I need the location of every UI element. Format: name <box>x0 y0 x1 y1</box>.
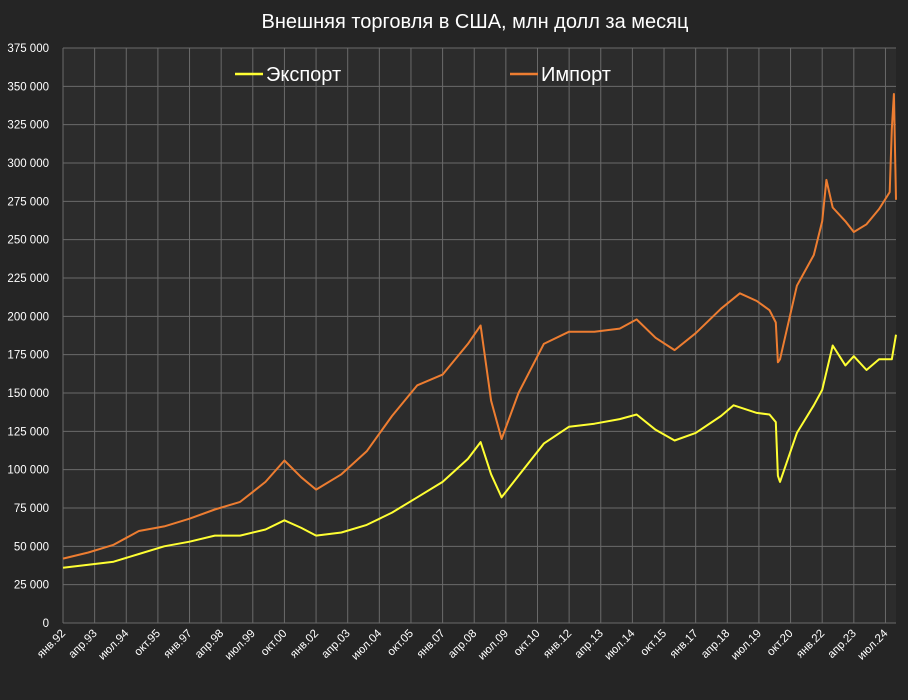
y-tick-label: 375 000 <box>7 43 49 55</box>
legend-label-export: Экспорт <box>266 64 341 86</box>
y-tick-label: 200 000 <box>7 311 49 323</box>
y-tick-label: 100 000 <box>7 465 49 477</box>
y-tick-label: 25 000 <box>14 580 49 592</box>
y-tick-label: 0 <box>43 618 49 630</box>
y-tick-label: 50 000 <box>14 541 49 553</box>
y-tick-label: 300 000 <box>7 158 49 170</box>
y-tick-label: 75 000 <box>14 503 49 515</box>
chart-title: Внешняя торговля в США, млн долл за меся… <box>262 11 689 33</box>
y-tick-label: 125 000 <box>7 426 49 438</box>
y-tick-label: 225 000 <box>7 273 49 285</box>
y-tick-label: 275 000 <box>7 196 49 208</box>
legend: Экспорт Импорт <box>235 64 611 86</box>
y-tick-label: 175 000 <box>7 350 49 362</box>
y-tick-label: 350 000 <box>7 81 49 93</box>
plot-area <box>63 48 896 623</box>
series-lines <box>62 93 897 569</box>
y-tick-label: 150 000 <box>7 388 49 400</box>
y-axis-tick-labels: 0 25 000 50 000 75 000 100 000 125 000 150 000… <box>7 43 49 630</box>
series-line-export <box>62 334 897 569</box>
y-tick-label: 250 000 <box>7 235 49 247</box>
legend-label-import: Импорт <box>541 64 611 86</box>
y-tick-label: 325 000 <box>7 120 49 132</box>
series-line-import <box>62 93 897 560</box>
